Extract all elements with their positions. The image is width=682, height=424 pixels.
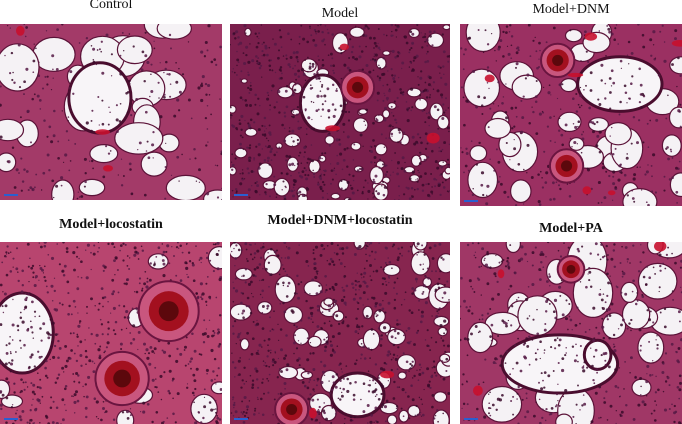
histology-svg bbox=[460, 24, 682, 206]
histology-image bbox=[0, 242, 222, 424]
panel-model-pa: Model+PA bbox=[460, 214, 682, 424]
panel-label: Control bbox=[89, 0, 133, 12]
histology-svg bbox=[0, 242, 222, 424]
histology-image bbox=[460, 242, 682, 424]
panel-label: Model+locostatin bbox=[59, 217, 163, 232]
histology-svg bbox=[230, 242, 450, 424]
histology-image bbox=[230, 24, 450, 200]
panel-model-dnm-locostatin: Model+DNM+locostatin bbox=[230, 213, 450, 424]
panel-model-locostatin: Model+locostatin bbox=[0, 214, 222, 424]
histology-image bbox=[460, 24, 682, 206]
histology-svg bbox=[230, 24, 450, 200]
histology-image bbox=[0, 24, 222, 200]
panel-label: Model+DNM+locostatin bbox=[267, 213, 413, 228]
histology-image bbox=[230, 242, 450, 424]
panel-control: Control bbox=[0, 0, 222, 200]
panel-label: Model bbox=[321, 6, 359, 21]
panel-model-dnm: Model+DNM bbox=[460, 0, 682, 206]
histology-svg bbox=[460, 242, 682, 424]
panel-model: Model bbox=[230, 0, 450, 200]
histology-svg bbox=[0, 24, 222, 200]
panel-label: Model+PA bbox=[539, 221, 603, 236]
panel-label: Model+DNM bbox=[532, 2, 610, 17]
